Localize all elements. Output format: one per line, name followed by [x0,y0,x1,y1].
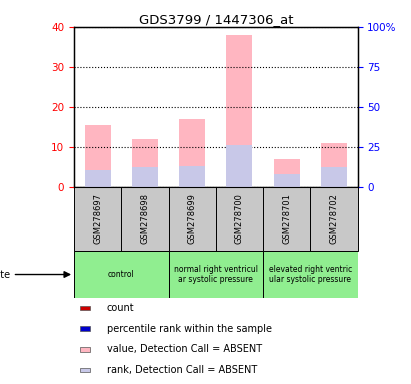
Bar [85,170,111,187]
Bar [121,187,169,251]
Bar [321,167,347,187]
Title: GDS3799 / 1447306_at: GDS3799 / 1447306_at [139,13,293,26]
Bar [226,145,252,187]
Bar [274,174,300,187]
Bar [263,187,310,251]
Text: GSM278701: GSM278701 [282,194,291,244]
Bar [169,251,263,298]
Bar [216,187,263,251]
Text: elevated right ventric
ular systolic pressure: elevated right ventric ular systolic pre… [269,265,352,284]
Bar [310,187,358,251]
Bar [132,167,158,187]
Text: percentile rank within the sample: percentile rank within the sample [106,324,272,334]
Bar [226,35,252,187]
Bar [74,187,121,251]
Bar [263,251,358,298]
Bar [179,166,205,187]
Text: GSM278698: GSM278698 [141,194,149,244]
Text: GSM278700: GSM278700 [235,194,244,244]
Bar [179,119,205,187]
Bar [74,251,169,298]
Text: count: count [106,303,134,313]
Bar [80,326,90,331]
Text: control: control [108,270,135,279]
Bar [274,159,300,187]
Bar [80,306,90,310]
Text: GSM278697: GSM278697 [93,194,102,244]
Bar [169,187,216,251]
Text: value, Detection Call = ABSENT: value, Detection Call = ABSENT [106,344,262,354]
Text: normal right ventricul
ar systolic pressure: normal right ventricul ar systolic press… [174,265,258,284]
Bar [80,347,90,352]
Bar [321,144,347,187]
Text: GSM278699: GSM278699 [188,194,196,244]
Text: rank, Detection Call = ABSENT: rank, Detection Call = ABSENT [106,365,257,375]
Text: disease state: disease state [0,270,10,280]
Text: GSM278702: GSM278702 [330,194,338,244]
Bar [132,139,158,187]
Bar [85,125,111,187]
Bar [80,367,90,372]
